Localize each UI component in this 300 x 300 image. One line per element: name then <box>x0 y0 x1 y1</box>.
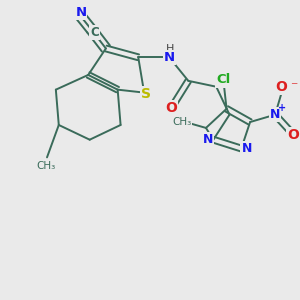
Text: CH₃: CH₃ <box>172 117 191 127</box>
Text: CH₃: CH₃ <box>36 160 55 171</box>
Text: N: N <box>270 108 280 121</box>
Text: N: N <box>75 6 86 19</box>
Text: Cl: Cl <box>217 74 231 86</box>
Text: O: O <box>275 80 287 94</box>
Text: O: O <box>165 101 177 115</box>
Text: N: N <box>203 133 213 146</box>
Text: S: S <box>141 87 151 101</box>
Text: H: H <box>166 44 174 54</box>
Text: ⁻: ⁻ <box>290 80 297 94</box>
Text: N: N <box>242 142 252 155</box>
Text: O: O <box>287 128 299 142</box>
Text: N: N <box>164 51 175 64</box>
Text: +: + <box>278 103 286 113</box>
Text: C: C <box>90 26 99 39</box>
